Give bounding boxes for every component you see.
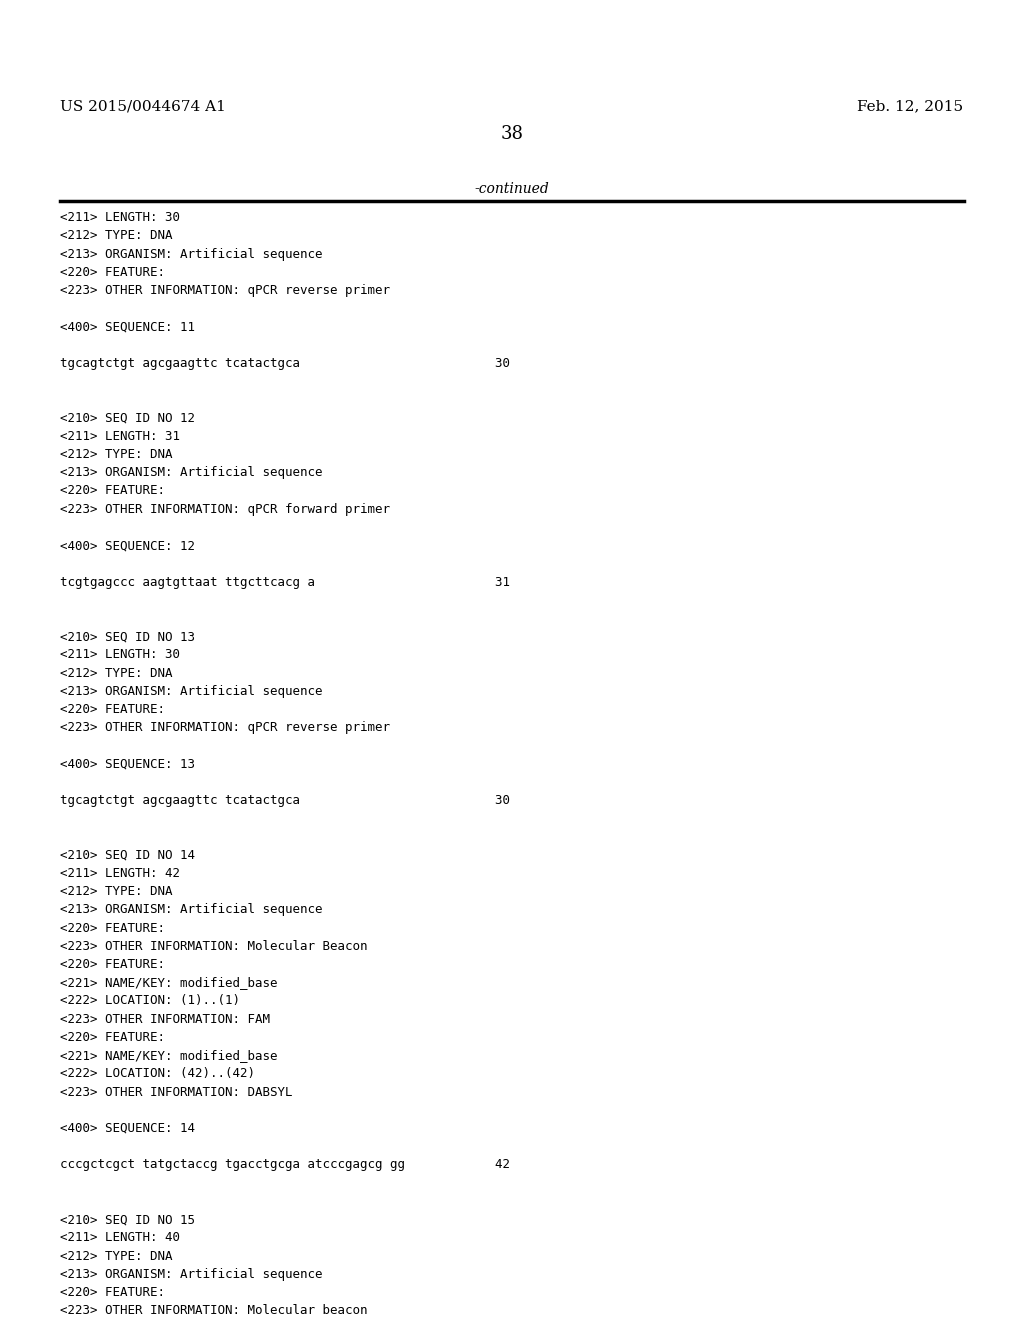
Text: <211> LENGTH: 40: <211> LENGTH: 40 <box>60 1232 180 1245</box>
Text: -continued: -continued <box>475 182 549 197</box>
Text: <223> OTHER INFORMATION: qPCR forward primer: <223> OTHER INFORMATION: qPCR forward pr… <box>60 503 390 516</box>
Text: <220> FEATURE:: <220> FEATURE: <box>60 958 166 972</box>
Text: <211> LENGTH: 30: <211> LENGTH: 30 <box>60 211 180 224</box>
Text: <220> FEATURE:: <220> FEATURE: <box>60 265 166 279</box>
Text: <222> LOCATION: (1)..(1): <222> LOCATION: (1)..(1) <box>60 994 241 1007</box>
Text: <213> ORGANISM: Artificial sequence: <213> ORGANISM: Artificial sequence <box>60 248 323 260</box>
Text: <213> ORGANISM: Artificial sequence: <213> ORGANISM: Artificial sequence <box>60 903 323 916</box>
Text: <223> OTHER INFORMATION: qPCR reverse primer: <223> OTHER INFORMATION: qPCR reverse pr… <box>60 721 390 734</box>
Text: <213> ORGANISM: Artificial sequence: <213> ORGANISM: Artificial sequence <box>60 685 323 698</box>
Text: <212> TYPE: DNA: <212> TYPE: DNA <box>60 667 173 680</box>
Text: <400> SEQUENCE: 13: <400> SEQUENCE: 13 <box>60 758 196 771</box>
Text: <221> NAME/KEY: modified_base: <221> NAME/KEY: modified_base <box>60 977 278 989</box>
Text: <400> SEQUENCE: 14: <400> SEQUENCE: 14 <box>60 1122 196 1135</box>
Text: <211> LENGTH: 42: <211> LENGTH: 42 <box>60 867 180 880</box>
Text: <213> ORGANISM: Artificial sequence: <213> ORGANISM: Artificial sequence <box>60 1267 323 1280</box>
Text: 38: 38 <box>501 125 523 144</box>
Text: Feb. 12, 2015: Feb. 12, 2015 <box>857 99 964 114</box>
Text: <210> SEQ ID NO 13: <210> SEQ ID NO 13 <box>60 630 196 643</box>
Text: cccgctcgct tatgctaccg tgacctgcga atcccgagcg gg            42: cccgctcgct tatgctaccg tgacctgcga atcccga… <box>60 1159 510 1171</box>
Text: <212> TYPE: DNA: <212> TYPE: DNA <box>60 886 173 898</box>
Text: <220> FEATURE:: <220> FEATURE: <box>60 921 166 935</box>
Text: <212> TYPE: DNA: <212> TYPE: DNA <box>60 1250 173 1262</box>
Text: <223> OTHER INFORMATION: DABSYL: <223> OTHER INFORMATION: DABSYL <box>60 1085 293 1098</box>
Text: <221> NAME/KEY: modified_base: <221> NAME/KEY: modified_base <box>60 1049 278 1063</box>
Text: US 2015/0044674 A1: US 2015/0044674 A1 <box>60 99 226 114</box>
Text: <223> OTHER INFORMATION: qPCR reverse primer: <223> OTHER INFORMATION: qPCR reverse pr… <box>60 284 390 297</box>
Text: <213> ORGANISM: Artificial sequence: <213> ORGANISM: Artificial sequence <box>60 466 323 479</box>
Text: <220> FEATURE:: <220> FEATURE: <box>60 704 166 715</box>
Text: <212> TYPE: DNA: <212> TYPE: DNA <box>60 230 173 243</box>
Text: <223> OTHER INFORMATION: FAM: <223> OTHER INFORMATION: FAM <box>60 1012 270 1026</box>
Text: <211> LENGTH: 31: <211> LENGTH: 31 <box>60 430 180 442</box>
Text: tgcagtctgt agcgaagttc tcatactgca                          30: tgcagtctgt agcgaagttc tcatactgca 30 <box>60 356 510 370</box>
Text: <210> SEQ ID NO 15: <210> SEQ ID NO 15 <box>60 1213 196 1226</box>
Text: <210> SEQ ID NO 12: <210> SEQ ID NO 12 <box>60 412 196 425</box>
Text: <210> SEQ ID NO 14: <210> SEQ ID NO 14 <box>60 849 196 862</box>
Text: <212> TYPE: DNA: <212> TYPE: DNA <box>60 447 173 461</box>
Text: <400> SEQUENCE: 11: <400> SEQUENCE: 11 <box>60 321 196 334</box>
Text: <223> OTHER INFORMATION: Molecular Beacon: <223> OTHER INFORMATION: Molecular Beaco… <box>60 940 368 953</box>
Text: <220> FEATURE:: <220> FEATURE: <box>60 1286 166 1299</box>
Text: <222> LOCATION: (42)..(42): <222> LOCATION: (42)..(42) <box>60 1068 255 1080</box>
Text: <223> OTHER INFORMATION: Molecular beacon: <223> OTHER INFORMATION: Molecular beaco… <box>60 1304 368 1317</box>
Text: tcgtgagccc aagtgttaat ttgcttcacg a                        31: tcgtgagccc aagtgttaat ttgcttcacg a 31 <box>60 576 510 589</box>
Text: <400> SEQUENCE: 12: <400> SEQUENCE: 12 <box>60 539 196 552</box>
Text: <220> FEATURE:: <220> FEATURE: <box>60 484 166 498</box>
Text: <220> FEATURE:: <220> FEATURE: <box>60 1031 166 1044</box>
Text: tgcagtctgt agcgaagttc tcatactgca                          30: tgcagtctgt agcgaagttc tcatactgca 30 <box>60 795 510 807</box>
Text: <211> LENGTH: 30: <211> LENGTH: 30 <box>60 648 180 661</box>
